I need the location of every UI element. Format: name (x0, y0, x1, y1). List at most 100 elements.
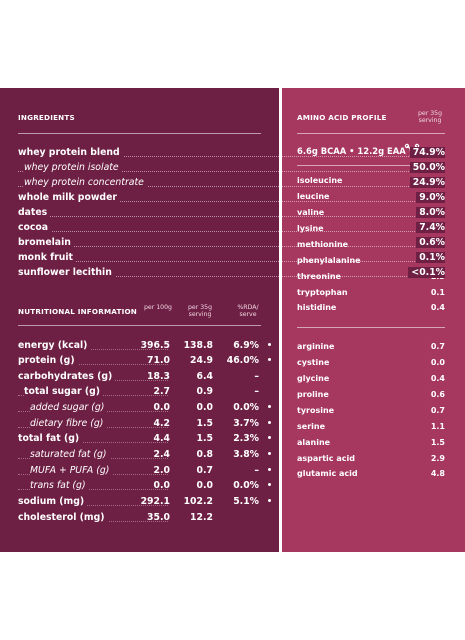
value-per100: 292.1 (140, 496, 170, 507)
leader-dots (18, 201, 445, 202)
nutrient-name: energy (kcal) (18, 340, 91, 351)
amino-row-other: glycine 0.4 (297, 374, 445, 389)
nutrition-divider (18, 325, 261, 326)
nutrition-row: total fat (g) 4.4 1.5 2.3% (18, 433, 273, 448)
leader-dots (18, 246, 445, 247)
leader-dots (18, 216, 445, 217)
ingredients-title: INGREDIENTS (18, 113, 75, 122)
value-per100: 2.4 (153, 449, 170, 460)
leader-dots (18, 364, 168, 365)
amino-name: methionine (297, 240, 349, 249)
footnote-dot-icon (268, 483, 271, 486)
ingredient-row: bromelain 0.6% (18, 237, 445, 252)
amino-row-other: cystine 0.0 (297, 358, 445, 373)
footnote-dot-icon (268, 405, 271, 408)
amino-value: 0.7 (430, 406, 445, 415)
amino-name: lysine (297, 224, 324, 233)
value-rda: – (254, 386, 259, 397)
col-header-per100: per 100g (144, 304, 172, 311)
nutrient-name: cholesterol (mg) (18, 512, 108, 523)
ingredient-name: monk fruit (18, 252, 76, 263)
ingredient-name: bromelain (18, 237, 74, 248)
ingredient-row: whey protein concentrate 24.9% (18, 177, 445, 192)
nutrition-row: saturated fat (g) 2.4 0.8 3.8% (18, 449, 273, 464)
value-per100: 2.7 (153, 386, 170, 397)
nutrition-row: MUFA + PUFA (g) 2.0 0.7 – (18, 465, 273, 480)
amino-name: proline (297, 390, 329, 399)
ingredient-percent: 0.6% (416, 237, 445, 248)
value-rda: 46.0% (226, 355, 259, 366)
leader-dots (18, 186, 445, 187)
amino-name: glycine (297, 374, 330, 383)
ingredient-percent: 7.4% (416, 222, 445, 233)
amino-name: phenylalanine (297, 256, 361, 265)
amino-name: serine (297, 422, 325, 431)
amino-name: alanine (297, 438, 331, 447)
nutrition-row: cholesterol (mg) 35.0 12.2 (18, 512, 273, 527)
amino-name: glutamic acid (297, 469, 358, 478)
amino-value: 0.6 (430, 390, 445, 399)
amino-row-essential: tryptophan 0.1 (297, 288, 445, 303)
amino-row-other: alanine 1.5 (297, 438, 445, 453)
amino-name: leucine (297, 192, 330, 201)
amino-value: 4.8 (430, 469, 445, 478)
ingredient-name: whole milk powder (18, 192, 120, 203)
value-per100: 396.5 (140, 340, 170, 351)
nutrition-row: protein (g) 71.0 24.9 46.0% (18, 355, 273, 370)
leader-dots (18, 171, 445, 172)
ingredient-percent: 50.0% (409, 162, 445, 173)
amino-name: tyrosine (297, 406, 335, 415)
ingredient-row: dates 8.0% (18, 207, 445, 222)
nutrient-name: MUFA + PUFA (g) (30, 465, 113, 476)
ingredient-row: cocoa 7.4% (18, 222, 445, 237)
value-per100: 18.3 (147, 371, 170, 382)
footnote-dot-icon (268, 499, 271, 502)
nutrition-row: total sugar (g) 2.7 0.9 – (18, 386, 273, 401)
amino-divider-mid (297, 165, 445, 166)
leader-dots (18, 442, 168, 443)
ingredient-row: whole milk powder 9.0% (18, 192, 445, 207)
ingredient-name: cocoa (18, 222, 52, 233)
amino-value: 0.4 (430, 374, 445, 383)
ingredient-percent: 8.0% (416, 207, 445, 218)
amino-row-other: glutamic acid 4.8 (297, 469, 445, 484)
value-rda: – (254, 465, 259, 476)
value-per100: 4.2 (153, 418, 170, 429)
nutrient-name: trans fat (g) (30, 480, 89, 491)
nutrient-name: saturated fat (g) (30, 449, 110, 460)
amino-value: 0.1 (430, 288, 445, 297)
ingredient-name: sunflower lecithin (18, 267, 115, 278)
ingredient-row: monk fruit 0.1% (18, 252, 445, 267)
amino-value: 2.9 (430, 454, 445, 463)
amino-name: aspartic acid (297, 454, 355, 463)
value-per35: 0.0 (196, 480, 213, 491)
value-per100: 4.4 (153, 433, 170, 444)
amino-name: valine (297, 208, 325, 217)
value-per100: 0.0 (153, 402, 170, 413)
footnote-dot-icon (268, 436, 271, 439)
amino-row-other: proline 0.6 (297, 390, 445, 405)
amino-divider-top (297, 133, 445, 134)
leader-dots (18, 261, 445, 262)
nutrient-name: dietary fibre (g) (30, 418, 107, 429)
value-rda: 5.1% (233, 496, 259, 507)
nutrient-name: protein (g) (18, 355, 78, 366)
value-per35: 1.5 (196, 418, 213, 429)
leader-dots (18, 276, 445, 277)
ingredient-name: dates (18, 207, 51, 218)
amino-value: 1.1 (430, 422, 445, 431)
value-rda: 3.7% (233, 418, 259, 429)
leader-dots (18, 505, 168, 506)
leader-dots (18, 156, 445, 157)
ingredient-percent: 0.1% (416, 252, 445, 263)
nutrition-row: sodium (mg) 292.1 102.2 5.1% (18, 496, 273, 511)
amino-value: 0.0 (430, 358, 445, 367)
value-per100: 2.0 (153, 465, 170, 476)
amino-row-essential: histidine 0.4 (297, 303, 445, 318)
value-per35: 1.5 (196, 433, 213, 444)
value-per35: 24.9 (190, 355, 213, 366)
ingredient-percent: 24.9% (409, 177, 445, 188)
amino-name: cystine (297, 358, 330, 367)
amino-value: 1.5 (430, 438, 445, 447)
bcaa-eaa-summary: 6.6g BCAA • 12.2g EAA (297, 146, 406, 156)
